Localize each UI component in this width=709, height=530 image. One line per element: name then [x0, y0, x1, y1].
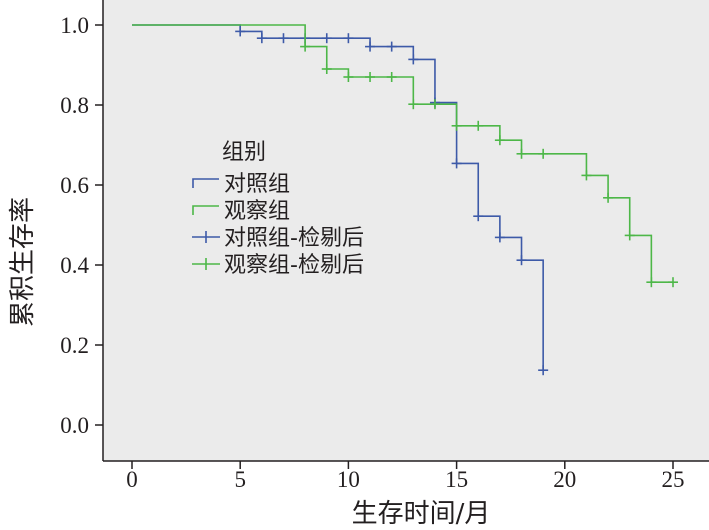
- x-tick-label: 15: [445, 467, 468, 492]
- censor-mark-1: [300, 41, 311, 52]
- censor-mark-1: [538, 148, 549, 159]
- censor-mark-0: [386, 41, 397, 52]
- axes: [102, 0, 709, 462]
- legend-entry: 观察组: [192, 199, 290, 224]
- y-tick-label: 1.0: [60, 13, 89, 38]
- censor-mark-0: [235, 26, 246, 37]
- series-layer: [132, 24, 678, 376]
- censor-mark-1: [603, 192, 614, 203]
- censor-mark-1: [408, 99, 419, 110]
- y-tick-label: 0.0: [60, 413, 89, 438]
- ticks: 0 5 10 15 20 25 0.0 0.2 0.4 0.6 0.8 1.0: [60, 13, 684, 492]
- legend-label: 观察组: [224, 199, 290, 224]
- censor-mark-0: [408, 54, 419, 65]
- censor-mark-0: [343, 33, 354, 44]
- censor-mark-0: [473, 211, 484, 222]
- censor-mark-1: [365, 72, 376, 82]
- legend-label: 对照组-检剔后: [224, 226, 364, 251]
- legend-label: 观察组-检剔后: [224, 253, 364, 278]
- legend-title: 组别: [222, 140, 266, 165]
- legend-label: 对照组: [224, 172, 290, 197]
- legend-entry: 观察组-检剔后: [192, 253, 364, 278]
- censor-mark-1: [343, 72, 354, 82]
- censor-mark-1: [473, 120, 484, 131]
- x-tick-label: 25: [662, 467, 685, 492]
- y-tick-label: 0.6: [60, 173, 89, 198]
- legend-step-swatch: [192, 178, 219, 188]
- plot-area: [103, 0, 709, 461]
- censor-mark-0: [516, 255, 527, 266]
- x-tick-label: 20: [553, 467, 576, 492]
- y-tick-label: 0.4: [60, 253, 89, 278]
- x-axis-title: 生存时间/月: [352, 499, 491, 529]
- censor-mark-0: [494, 232, 505, 243]
- x-tick-label: 0: [126, 467, 138, 492]
- legend-entry: 对照组: [192, 172, 290, 197]
- censor-mark-1: [386, 72, 397, 82]
- censor-mark-0: [451, 158, 462, 169]
- y-tick-label: 0.2: [60, 333, 89, 358]
- censor-mark-0: [321, 33, 332, 44]
- censor-mark-1: [581, 170, 592, 181]
- y-tick-label: 0.8: [60, 93, 89, 118]
- censor-mark-0: [365, 41, 376, 52]
- censor-mark-1: [429, 99, 440, 110]
- censor-mark-0: [538, 365, 549, 376]
- x-tick-label: 5: [234, 467, 246, 492]
- censor-mark-1: [668, 277, 678, 288]
- censor-mark-1: [494, 135, 505, 146]
- legend-step-swatch: [192, 205, 219, 215]
- censor-mark-0: [278, 33, 289, 44]
- legend-entry: 对照组-检剔后: [192, 226, 364, 251]
- y-axis-title: 累积生存率: [8, 197, 38, 327]
- censor-mark-1: [646, 277, 657, 288]
- censor-mark-1: [321, 64, 332, 74]
- censor-mark-1: [516, 148, 527, 159]
- censor-mark-0: [256, 33, 267, 44]
- x-tick-label: 10: [337, 467, 360, 492]
- censor-mark-1: [451, 120, 462, 131]
- censor-mark-1: [624, 230, 635, 241]
